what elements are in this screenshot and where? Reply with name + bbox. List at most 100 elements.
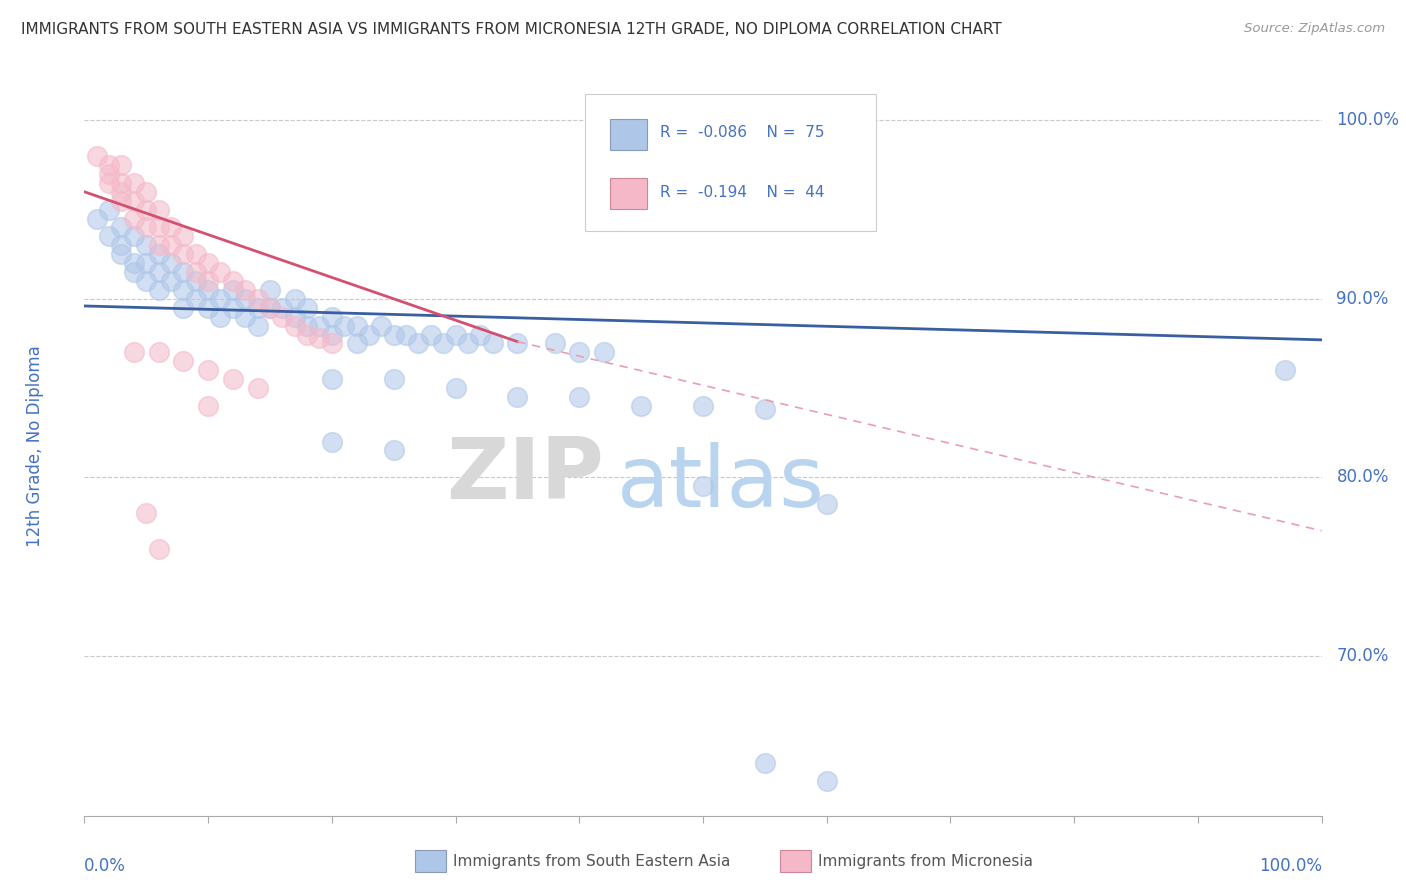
Point [246, 318, 269, 333]
Point [98, 202, 121, 217]
Point [122, 194, 145, 208]
Point [209, 310, 232, 324]
Text: 100.0%: 100.0% [1258, 857, 1322, 875]
Point [122, 176, 145, 190]
Point [370, 318, 392, 333]
Point [222, 283, 245, 297]
Point [271, 310, 294, 324]
Point [172, 283, 194, 297]
Text: atlas: atlas [616, 442, 824, 524]
Point [135, 256, 157, 270]
Text: Immigrants from Micronesia: Immigrants from Micronesia [818, 855, 1033, 869]
Point [135, 274, 157, 288]
Point [135, 202, 157, 217]
Point [246, 292, 269, 306]
Point [470, 327, 492, 342]
Point [172, 354, 194, 368]
Text: 80.0%: 80.0% [1337, 468, 1389, 486]
Point [408, 336, 430, 351]
Point [506, 336, 529, 351]
Point [382, 327, 405, 342]
Text: 90.0%: 90.0% [1337, 290, 1389, 308]
Point [506, 390, 529, 404]
Point [233, 283, 256, 297]
Point [568, 390, 591, 404]
Point [1274, 363, 1296, 377]
Point [754, 756, 776, 770]
Point [692, 479, 714, 493]
Point [148, 345, 170, 359]
Point [346, 336, 368, 351]
Point [148, 247, 170, 261]
Point [222, 301, 245, 315]
Point [184, 247, 207, 261]
Point [98, 167, 121, 181]
Point [98, 176, 121, 190]
Point [148, 283, 170, 297]
Point [295, 327, 318, 342]
Point [357, 327, 380, 342]
Point [197, 256, 219, 270]
Point [197, 363, 219, 377]
FancyBboxPatch shape [610, 178, 647, 209]
Point [172, 229, 194, 244]
Point [110, 185, 132, 199]
Point [197, 283, 219, 297]
Point [160, 220, 183, 235]
Point [86, 149, 108, 163]
Point [321, 327, 343, 342]
Text: ZIP: ZIP [446, 434, 605, 517]
Point [284, 310, 307, 324]
Point [122, 345, 145, 359]
Point [160, 274, 183, 288]
Point [308, 331, 330, 345]
Point [209, 292, 232, 306]
Point [692, 399, 714, 413]
Point [135, 506, 157, 520]
Point [233, 310, 256, 324]
Point [98, 229, 121, 244]
Point [135, 220, 157, 235]
Point [321, 372, 343, 386]
Point [233, 292, 256, 306]
Point [110, 158, 132, 172]
Point [184, 292, 207, 306]
Point [197, 301, 219, 315]
FancyBboxPatch shape [585, 95, 876, 231]
Point [86, 211, 108, 226]
Point [135, 238, 157, 252]
Text: Source: ZipAtlas.com: Source: ZipAtlas.com [1244, 22, 1385, 36]
Point [110, 247, 132, 261]
Text: Immigrants from South Eastern Asia: Immigrants from South Eastern Asia [453, 855, 730, 869]
Point [222, 372, 245, 386]
Point [148, 541, 170, 556]
Point [148, 265, 170, 279]
Point [197, 274, 219, 288]
FancyBboxPatch shape [610, 119, 647, 150]
Point [815, 497, 838, 511]
Point [259, 283, 281, 297]
Point [333, 318, 356, 333]
Point [284, 318, 307, 333]
Point [172, 265, 194, 279]
Text: 0.0%: 0.0% [84, 857, 127, 875]
Point [815, 773, 838, 788]
Point [148, 202, 170, 217]
Point [284, 292, 307, 306]
Point [593, 345, 616, 359]
Text: R =  -0.194    N =  44: R = -0.194 N = 44 [659, 185, 824, 200]
Point [148, 220, 170, 235]
Point [630, 399, 652, 413]
Point [419, 327, 441, 342]
Point [382, 372, 405, 386]
Text: 12th Grade, No Diploma: 12th Grade, No Diploma [25, 345, 44, 547]
Text: R =  -0.086    N =  75: R = -0.086 N = 75 [659, 126, 824, 140]
Point [568, 345, 591, 359]
Point [543, 336, 565, 351]
Point [122, 256, 145, 270]
Point [110, 194, 132, 208]
Point [395, 327, 418, 342]
Point [246, 381, 269, 395]
Point [122, 265, 145, 279]
Point [148, 238, 170, 252]
